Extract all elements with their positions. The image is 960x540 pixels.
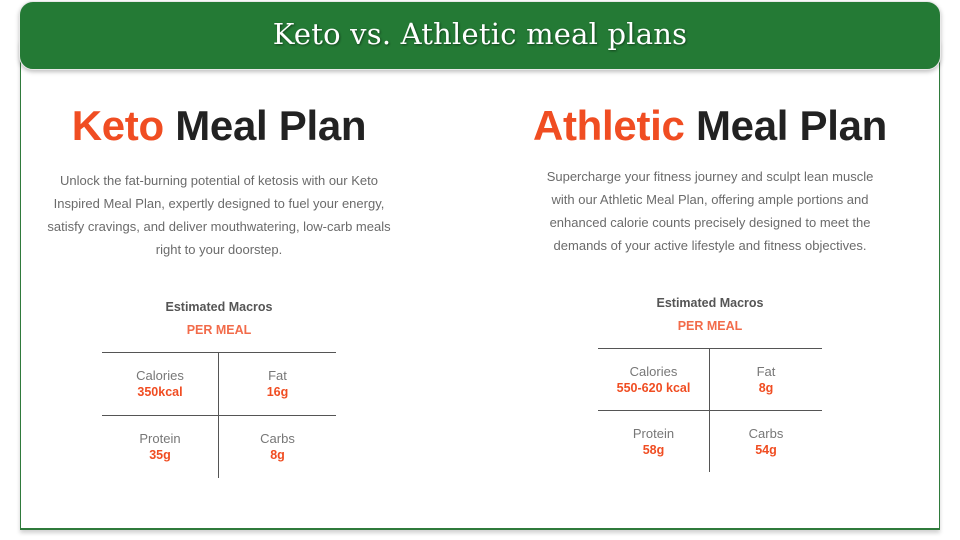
macro-value: 35g: [149, 448, 171, 462]
macro-cell-protein: Protein 35g: [102, 416, 219, 478]
macro-label: Fat: [268, 368, 287, 383]
keto-macros: Estimated Macros PER MEAL Calories 350kc…: [44, 299, 394, 478]
keto-plan-section: Keto Meal Plan Unlock the fat-burning po…: [44, 100, 394, 478]
macro-cell-calories: Calories 550-620 kcal: [598, 349, 710, 411]
macro-label: Fat: [756, 363, 776, 379]
macro-value: 54g: [755, 442, 777, 457]
macros-title: Estimated Macros: [165, 300, 273, 314]
athletic-plan-section: Athletic Meal Plan Supercharge your fitn…: [505, 100, 915, 472]
macro-value: 350kcal: [137, 385, 183, 399]
macro-cell-fat: Fat 8g: [710, 349, 822, 411]
athletic-plan-description: Supercharge your fitness journey and scu…: [546, 169, 874, 253]
macro-label: Protein: [139, 431, 181, 446]
macro-value: 58g: [642, 442, 665, 457]
macro-label: Calories: [629, 363, 678, 379]
athletic-macros: Estimated Macros PER MEAL Calories 550-6…: [505, 295, 915, 472]
slide-content-frame: [20, 40, 940, 530]
title-banner: Keto vs. Athletic meal plans: [19, 1, 941, 70]
macro-label: Carbs: [748, 425, 784, 441]
macro-label: Carbs: [260, 431, 295, 446]
plan-title-accent: Athletic: [532, 102, 685, 149]
plan-title-accent: Keto: [71, 102, 164, 149]
plan-title-rest: Meal Plan: [684, 102, 888, 149]
keto-plan-description: Unlock the fat-burning potential of keto…: [47, 173, 391, 257]
macro-label: Calories: [136, 368, 184, 383]
plan-title-rest: Meal Plan: [163, 102, 367, 149]
macro-cell-carbs: Carbs 8g: [219, 416, 336, 478]
macro-cell-carbs: Carbs 54g: [710, 411, 822, 472]
macro-cell-fat: Fat 16g: [219, 353, 336, 416]
macros-table: Calories 350kcal Fat 16g Protein 35g Car…: [102, 352, 336, 478]
macro-cell-calories: Calories 350kcal: [102, 353, 219, 416]
slide-title: Keto vs. Athletic meal plans: [272, 16, 688, 51]
macros-subtitle: PER MEAL: [677, 319, 743, 333]
macros-subtitle: PER MEAL: [186, 323, 252, 337]
macros-table: Calories 550-620 kcal Fat 8g Protein 58g…: [598, 348, 822, 472]
macro-value: 8g: [270, 448, 285, 462]
macro-value: 8g: [758, 380, 774, 395]
macro-value: 550-620 kcal: [616, 380, 691, 395]
macro-label: Protein: [632, 425, 675, 441]
keto-plan-title: Keto Meal Plan: [44, 100, 394, 152]
athletic-plan-title: Athletic Meal Plan: [505, 100, 915, 152]
macro-cell-protein: Protein 58g: [598, 411, 710, 472]
macros-title: Estimated Macros: [656, 296, 764, 310]
macro-value: 16g: [266, 385, 289, 399]
